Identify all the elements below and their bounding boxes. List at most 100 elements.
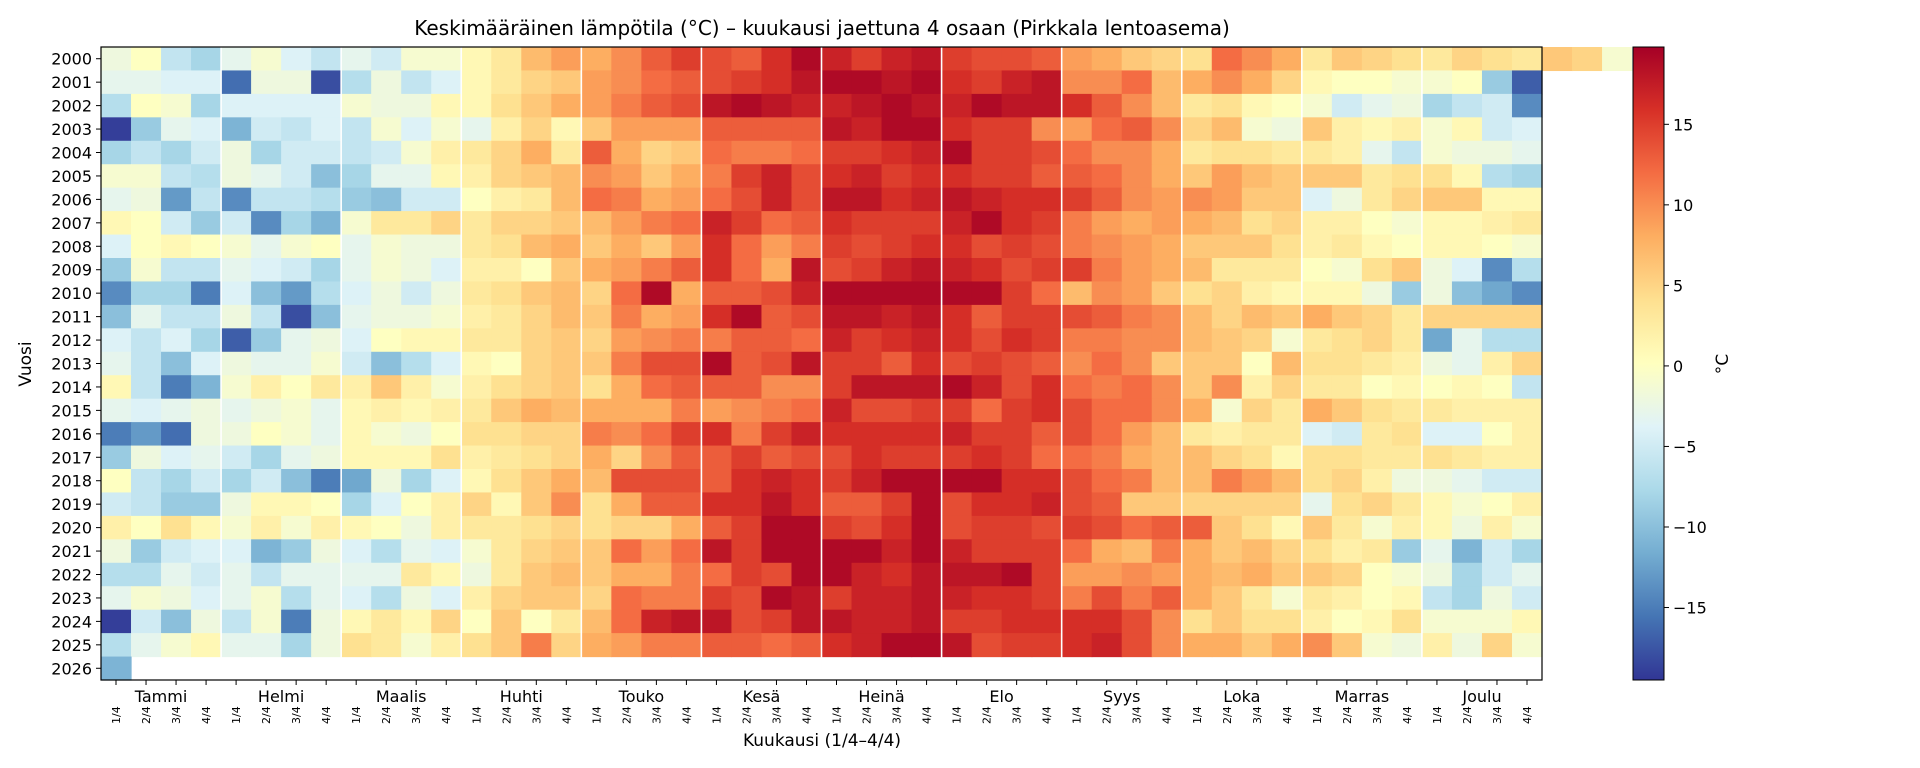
heatmap-cell (1031, 117, 1063, 142)
heatmap-cell (1121, 351, 1153, 376)
heatmap-cell (191, 562, 222, 587)
heatmap-cell (1121, 47, 1153, 72)
heatmap-cell (491, 304, 522, 329)
heatmap-cell (1271, 187, 1303, 212)
heatmap-cell (371, 281, 402, 306)
heatmap-cell (761, 164, 793, 189)
heatmap-cell (101, 515, 132, 540)
heatmap-cell (971, 328, 1003, 353)
heatmap-cell (251, 117, 282, 142)
heatmap-cell (1241, 445, 1273, 470)
heatmap-cell (161, 398, 192, 423)
heatmap-cell (1331, 351, 1363, 376)
heatmap-cell (731, 469, 763, 494)
x-tick-quarter-label: 3/4 (650, 706, 663, 724)
heatmap-cell (1451, 351, 1483, 376)
heatmap-cell (641, 351, 672, 376)
heatmap-cell (1001, 281, 1033, 306)
heatmap-cell (1031, 398, 1063, 423)
y-tick-label: 2025 (51, 636, 92, 655)
heatmap-cell (1121, 258, 1153, 283)
heatmap-cell (1181, 633, 1213, 658)
heatmap-cell (881, 539, 913, 564)
heatmap-cell (1451, 539, 1483, 564)
heatmap-cell (821, 351, 853, 376)
heatmap-cell (1391, 258, 1423, 283)
heatmap-cell (1331, 234, 1363, 259)
heatmap-cell (1001, 515, 1033, 540)
heatmap-cell (881, 492, 913, 517)
heatmap-cell (731, 70, 763, 95)
heatmap-cell (881, 422, 913, 447)
heatmap-cell (1421, 469, 1453, 494)
heatmap-cell (1451, 258, 1483, 283)
heatmap-cell (1421, 281, 1453, 306)
heatmap-cell (671, 187, 703, 212)
heatmap-cell (791, 562, 823, 587)
heatmap-cell (581, 281, 612, 306)
heatmap-cell (1421, 164, 1453, 189)
heatmap-cell (731, 398, 763, 423)
heatmap-cell (761, 562, 793, 587)
x-tick-quarter-label: 2/4 (1101, 706, 1114, 724)
heatmap-cell (941, 211, 973, 236)
heatmap-cell (611, 140, 642, 165)
heatmap-cell (761, 117, 793, 142)
heatmap-cell (461, 492, 492, 517)
heatmap-cell (1151, 211, 1183, 236)
heatmap-cell (431, 492, 462, 517)
heatmap-cell (1421, 117, 1453, 142)
heatmap-cell (401, 187, 432, 212)
heatmap-cell (431, 445, 462, 470)
heatmap-cell (1091, 562, 1123, 587)
heatmap-cell (731, 211, 763, 236)
heatmap-cell (1511, 164, 1543, 189)
heatmap-cell (1451, 469, 1483, 494)
heatmap-cell (1331, 422, 1363, 447)
heatmap-cell (761, 70, 793, 95)
heatmap-cell (671, 398, 703, 423)
heatmap-cell (221, 258, 252, 283)
x-month-label: Heinä (858, 687, 904, 706)
heatmap-cell (101, 539, 132, 564)
heatmap-cell (1361, 633, 1393, 658)
heatmap-cell (641, 234, 672, 259)
heatmap-cell (851, 47, 883, 72)
heatmap-cell (1151, 164, 1183, 189)
heatmap-cell (731, 93, 763, 118)
heatmap-cell (1121, 422, 1153, 447)
heatmap-cell (521, 70, 552, 95)
heatmap-cell (281, 539, 312, 564)
heatmap-cell (1481, 211, 1513, 236)
heatmap-cell (431, 93, 462, 118)
heatmap-cell (911, 469, 943, 494)
heatmap-cell (1301, 422, 1333, 447)
heatmap-cell (1001, 422, 1033, 447)
y-tick-label: 2001 (51, 73, 92, 92)
heatmap-cell (161, 164, 192, 189)
heatmap-cell (491, 47, 522, 72)
colorbar-tick-label: −15 (1673, 599, 1707, 618)
heatmap-cell (101, 234, 132, 259)
heatmap-cell (611, 234, 642, 259)
heatmap-cell (581, 398, 612, 423)
heatmap-cell (1391, 70, 1423, 95)
heatmap-cell (191, 609, 222, 634)
heatmap-cell (221, 234, 252, 259)
heatmap-cell (641, 586, 672, 611)
x-tick-quarter-label: 1/4 (1071, 706, 1084, 724)
heatmap-cell (791, 422, 823, 447)
x-tick-quarter-label: 4/4 (560, 706, 573, 724)
heatmap-cell (1061, 469, 1093, 494)
heatmap-cell (1361, 187, 1393, 212)
heatmap-cell (851, 140, 883, 165)
heatmap-cell (191, 515, 222, 540)
heatmap-cell (1241, 562, 1273, 587)
heatmap-cell (461, 633, 492, 658)
heatmap-cell (551, 422, 582, 447)
heatmap-cell (131, 70, 162, 95)
heatmap-cell (611, 93, 642, 118)
heatmap-cell (431, 164, 462, 189)
heatmap-cell (311, 351, 342, 376)
heatmap-cell (431, 469, 462, 494)
